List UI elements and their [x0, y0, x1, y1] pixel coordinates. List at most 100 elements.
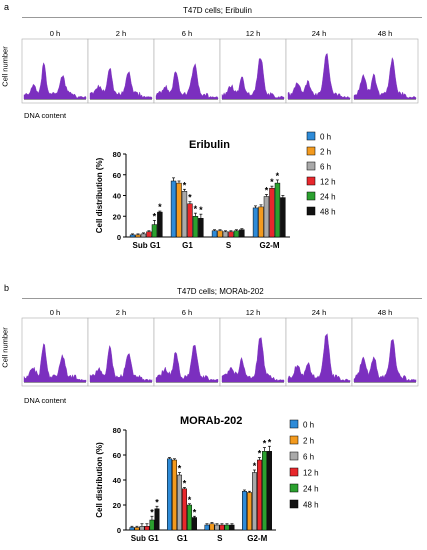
bar — [129, 527, 135, 531]
y-tick-label: 60 — [113, 451, 121, 460]
significance-star: * — [253, 461, 257, 471]
histogram-trace — [287, 53, 351, 100]
bar — [211, 230, 218, 238]
figure-title-a: T47D cells; Eribulin — [183, 6, 252, 15]
histogram-time-label: 48 h — [378, 308, 393, 317]
bar — [224, 524, 230, 531]
significance-star: * — [270, 177, 274, 187]
histogram-trace — [221, 58, 285, 100]
x-tick-label: G1 — [182, 241, 193, 250]
legend-swatch — [306, 131, 316, 141]
legend-swatch — [306, 161, 316, 171]
bar — [176, 182, 182, 238]
y-axis-label: Cell distribution (%) — [95, 157, 104, 233]
histogram-trace — [353, 56, 417, 100]
histogram-time-label: 24 h — [312, 308, 327, 317]
histogram-xlabel-a: DNA content — [24, 111, 67, 120]
legend-label: 24 h — [320, 193, 336, 202]
significance-star: * — [258, 449, 262, 459]
x-tick-label: S — [217, 534, 223, 543]
histogram-time-label: 12 h — [246, 308, 261, 317]
significance-star: * — [199, 205, 203, 215]
histogram-time-label: 24 h — [312, 29, 327, 38]
panel-letter-b: b — [4, 283, 10, 293]
histogram-trace — [287, 333, 351, 383]
significance-star: * — [183, 479, 187, 489]
y-tick-label: 80 — [113, 426, 121, 435]
bar — [242, 491, 247, 531]
bar — [252, 472, 257, 531]
legend-label: 2 h — [320, 148, 331, 157]
significance-star: * — [178, 464, 182, 474]
bar — [154, 508, 160, 531]
bar — [182, 488, 187, 531]
bar — [172, 459, 177, 531]
histogram-trace — [23, 343, 87, 383]
legend-swatch — [289, 467, 299, 477]
bar — [204, 524, 210, 531]
significance-star: * — [268, 437, 272, 447]
legend-swatch — [306, 176, 316, 186]
significance-star: * — [193, 507, 197, 517]
bar — [170, 180, 177, 238]
bar — [187, 504, 192, 531]
title-rule-b — [22, 298, 422, 299]
legend-swatch — [289, 451, 299, 461]
x-tick-label: G1 — [177, 534, 188, 543]
bar — [274, 182, 281, 238]
legend-label: 2 h — [303, 437, 314, 446]
significance-star: * — [263, 439, 267, 449]
significance-star: * — [183, 180, 187, 190]
bar — [144, 526, 150, 531]
bar — [192, 216, 199, 238]
histogram-trace — [155, 345, 219, 383]
bar — [219, 524, 225, 531]
histogram-time-label: 48 h — [378, 29, 393, 38]
histogram-time-label: 6 h — [182, 308, 192, 317]
x-tick-label: S — [226, 241, 232, 250]
significance-star: * — [276, 171, 280, 181]
significance-star: * — [150, 507, 154, 517]
bar — [140, 233, 147, 238]
histogram-xlabel-b: DNA content — [24, 396, 67, 405]
y-tick-label: 0 — [117, 526, 121, 535]
legend-label: 24 h — [303, 485, 319, 494]
bar — [262, 451, 267, 531]
significance-star: * — [188, 193, 192, 203]
significance-star: * — [188, 495, 192, 505]
chart-title-eribulin: Eribulin — [189, 139, 230, 151]
bar — [209, 523, 215, 531]
histogram-trace — [353, 339, 417, 383]
x-tick-label: G2-M — [247, 534, 267, 543]
significance-star: * — [194, 204, 198, 214]
legend-label: 6 h — [320, 163, 331, 172]
chart-title-morab: MORAb-202 — [180, 415, 243, 427]
legend-label: 48 h — [303, 501, 319, 510]
bar — [214, 524, 220, 531]
bar — [192, 517, 197, 531]
bar — [177, 474, 182, 531]
title-rule-a — [22, 17, 422, 18]
histogram-time-label: 2 h — [116, 308, 126, 317]
legend-label: 12 h — [303, 469, 319, 478]
histogram-time-label: 0 h — [50, 308, 60, 317]
significance-star: * — [155, 497, 159, 507]
bar — [233, 230, 240, 238]
legend-label: 6 h — [303, 453, 314, 462]
bar — [229, 524, 235, 531]
legend-swatch — [289, 435, 299, 445]
y-tick-label: 60 — [113, 171, 121, 180]
y-tick-label: 80 — [113, 150, 121, 159]
panel-letter-a: a — [4, 2, 10, 12]
histogram-trace — [155, 63, 219, 100]
histogram-trace — [221, 337, 285, 383]
legend-label: 12 h — [320, 178, 336, 187]
bar — [267, 451, 272, 531]
y-axis-label: Cell distribution (%) — [95, 442, 104, 518]
x-tick-label: G2-M — [260, 241, 280, 250]
legend-label: 0 h — [303, 421, 314, 430]
histogram-time-label: 12 h — [246, 29, 261, 38]
bar — [149, 519, 155, 531]
histogram-trace — [23, 62, 87, 100]
legend-swatch — [289, 499, 299, 509]
